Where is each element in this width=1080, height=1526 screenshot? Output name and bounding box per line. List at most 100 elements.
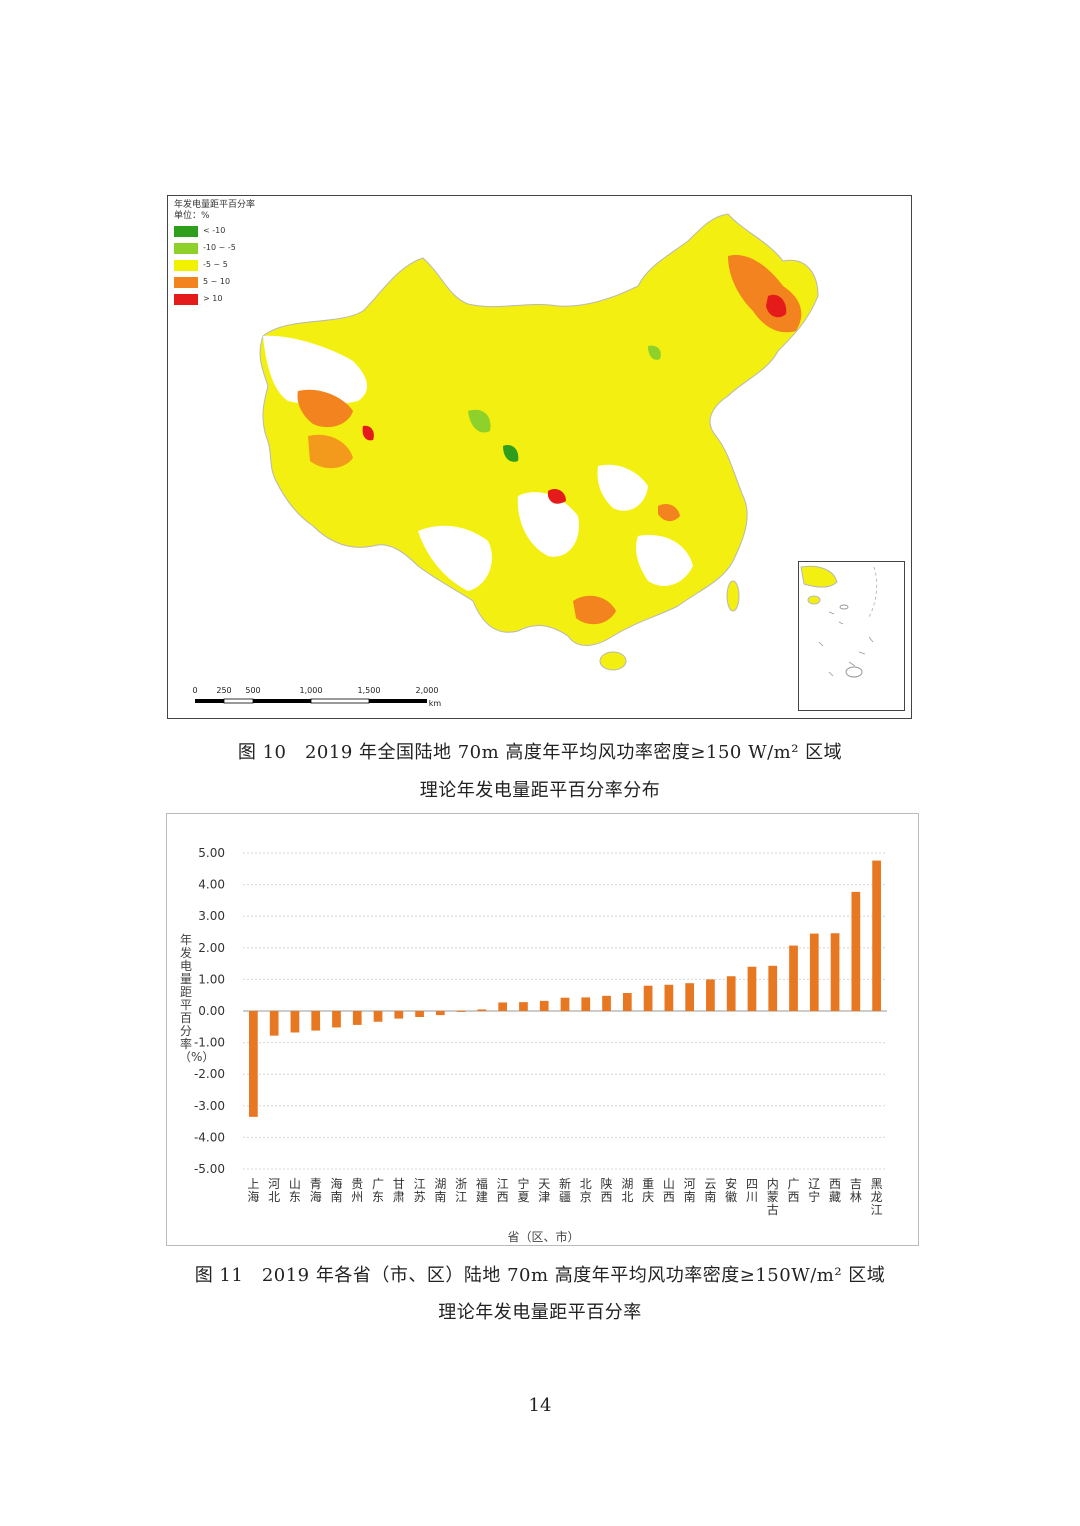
bar [664, 984, 674, 1011]
x-tick-label: 北京 [580, 1177, 592, 1204]
x-tick-label: 江苏 [414, 1177, 426, 1204]
x-tick-label: 湖北 [621, 1176, 633, 1204]
y-tick-label: 1.00 [198, 972, 225, 986]
bar [477, 1009, 487, 1011]
scale-label: 500 [245, 686, 261, 695]
legend-label: -5 ~ 5 [203, 260, 228, 269]
bar [768, 965, 778, 1011]
x-tick-label: 新疆 [559, 1176, 571, 1204]
bar [747, 966, 757, 1011]
bar [685, 983, 695, 1011]
y-tick-label: 5.00 [198, 846, 225, 860]
x-tick-label: 上海 [247, 1177, 259, 1204]
x-tick-label: 浙江 [455, 1177, 467, 1204]
x-tick-label: 吉林 [850, 1177, 862, 1204]
legend-label: > 10 [203, 294, 223, 303]
x-tick-label: 河北 [268, 1177, 280, 1204]
scale-unit: km [428, 699, 442, 708]
figure10-caption-line1: 图 10 2019 年全国陆地 70m 高度年平均风功率密度≥150 W/m² … [237, 742, 843, 763]
legend-item: > 10 [174, 291, 255, 308]
south-china-sea-inset [798, 561, 905, 711]
legend-label: -10 ~ -5 [203, 243, 236, 252]
x-tick-label: 重庆 [642, 1177, 654, 1204]
x-tick-label: 甘肃 [393, 1177, 405, 1204]
bar [726, 976, 736, 1011]
inset-map-graphic [800, 565, 878, 678]
bar [269, 1011, 279, 1036]
scale-label: 2,000 [415, 686, 439, 695]
x-tick-label: 天津 [538, 1177, 550, 1204]
x-tick-label: 湖南 [434, 1176, 446, 1204]
bar [435, 1011, 445, 1016]
legend-item: -5 ~ 5 [174, 257, 255, 274]
bar-chart-plot: -5.00 -4.00 -3.00 -2.00 -1.00 0.00 1.00 2.00 3.0… [194, 846, 887, 1217]
bar [394, 1011, 404, 1019]
x-axis-label: 省（区、市） [507, 1230, 580, 1244]
y-axis-label: 年发电量距平百分率（%） [179, 933, 215, 1064]
legend-item: -10 ~ -5 [174, 240, 255, 257]
x-tick-label: 西藏 [829, 1177, 841, 1204]
page-number: 14 [528, 1395, 552, 1416]
y-tick-label: 2.00 [198, 941, 225, 955]
x-tick-label: 辽宁 [808, 1177, 820, 1204]
y-tick-label: 3.00 [198, 909, 225, 923]
legend-item: 5 ~ 10 [174, 274, 255, 291]
scale-label: 1,000 [299, 686, 323, 695]
x-tick-label: 云南 [704, 1177, 716, 1204]
bar [706, 979, 715, 1011]
legend-item: < -10 [174, 223, 255, 240]
x-tick-label: 河南 [684, 1177, 696, 1204]
bar [789, 945, 798, 1011]
bar [352, 1011, 362, 1025]
scale-label: 0 [192, 686, 198, 695]
bar [539, 1000, 549, 1011]
map-legend: 年发电量距平百分率 单位：% < -10 -10 ~ -5 -5 ~ 5 5 ~… [174, 200, 255, 308]
bar [830, 933, 840, 1011]
bar [622, 992, 632, 1011]
figure11-caption-line2: 理论年发电量距平百分率 [438, 1302, 642, 1323]
legend-label: < -10 [203, 226, 226, 235]
legend-swatch [174, 293, 198, 305]
bar [581, 997, 591, 1011]
x-tick-label: 陕西 [601, 1176, 613, 1204]
x-tick-label: 青海 [310, 1177, 322, 1204]
y-tick-label: -1.00 [194, 1036, 225, 1050]
china-wind-map: 年发电量距平百分率 单位：% < -10 -10 ~ -5 -5 ~ 5 5 ~… [167, 195, 912, 719]
bar [519, 1002, 528, 1011]
legend-swatch [174, 259, 198, 271]
y-tick-label: -2.00 [194, 1067, 225, 1081]
legend-swatch [174, 276, 198, 288]
bar [602, 995, 611, 1011]
china-map-graphic [259, 213, 819, 671]
bar [560, 997, 570, 1011]
bar [851, 891, 861, 1011]
x-tick-label: 海南 [330, 1176, 342, 1204]
x-tick-label: 山东 [289, 1177, 301, 1204]
bar [498, 1002, 508, 1011]
legend-swatch [174, 225, 198, 237]
y-tick-label: 4.00 [198, 878, 225, 892]
china-mainland-shape [259, 213, 819, 646]
bar [415, 1011, 424, 1018]
x-tick-label: 四川 [746, 1177, 758, 1204]
y-tick-label: -5.00 [194, 1162, 225, 1176]
x-tick-label: 安徽 [725, 1176, 737, 1204]
x-tick-label: 广西 [788, 1177, 800, 1204]
y-tick-label: -4.00 [194, 1130, 225, 1144]
x-tick-label: 广东 [372, 1177, 384, 1204]
y-tick-label: 0.00 [198, 1004, 225, 1018]
scale-label: 250 [216, 686, 232, 695]
x-tick-label: 黑龙江 [871, 1177, 883, 1217]
figure10-caption-line2: 理论年发电量距平百分率分布 [419, 780, 661, 801]
y-tick-label: -3.00 [194, 1099, 225, 1113]
legend-label: 5 ~ 10 [203, 277, 231, 286]
province-bar-chart: -5.00 -4.00 -3.00 -2.00 -1.00 0.00 1.00 2.00 3.0… [166, 813, 919, 1246]
bar [332, 1011, 341, 1028]
scale-bar-graphic [195, 698, 427, 704]
figure11-caption-line1: 图 11 2019 年各省（市、区）陆地 70m 高度年平均风功率密度≥150W… [194, 1265, 886, 1286]
bar [872, 860, 881, 1011]
x-tick-label: 山西 [663, 1177, 675, 1204]
bar [643, 985, 653, 1011]
x-tick-label: 江西 [497, 1177, 509, 1204]
x-tick-label: 宁夏 [517, 1176, 529, 1204]
